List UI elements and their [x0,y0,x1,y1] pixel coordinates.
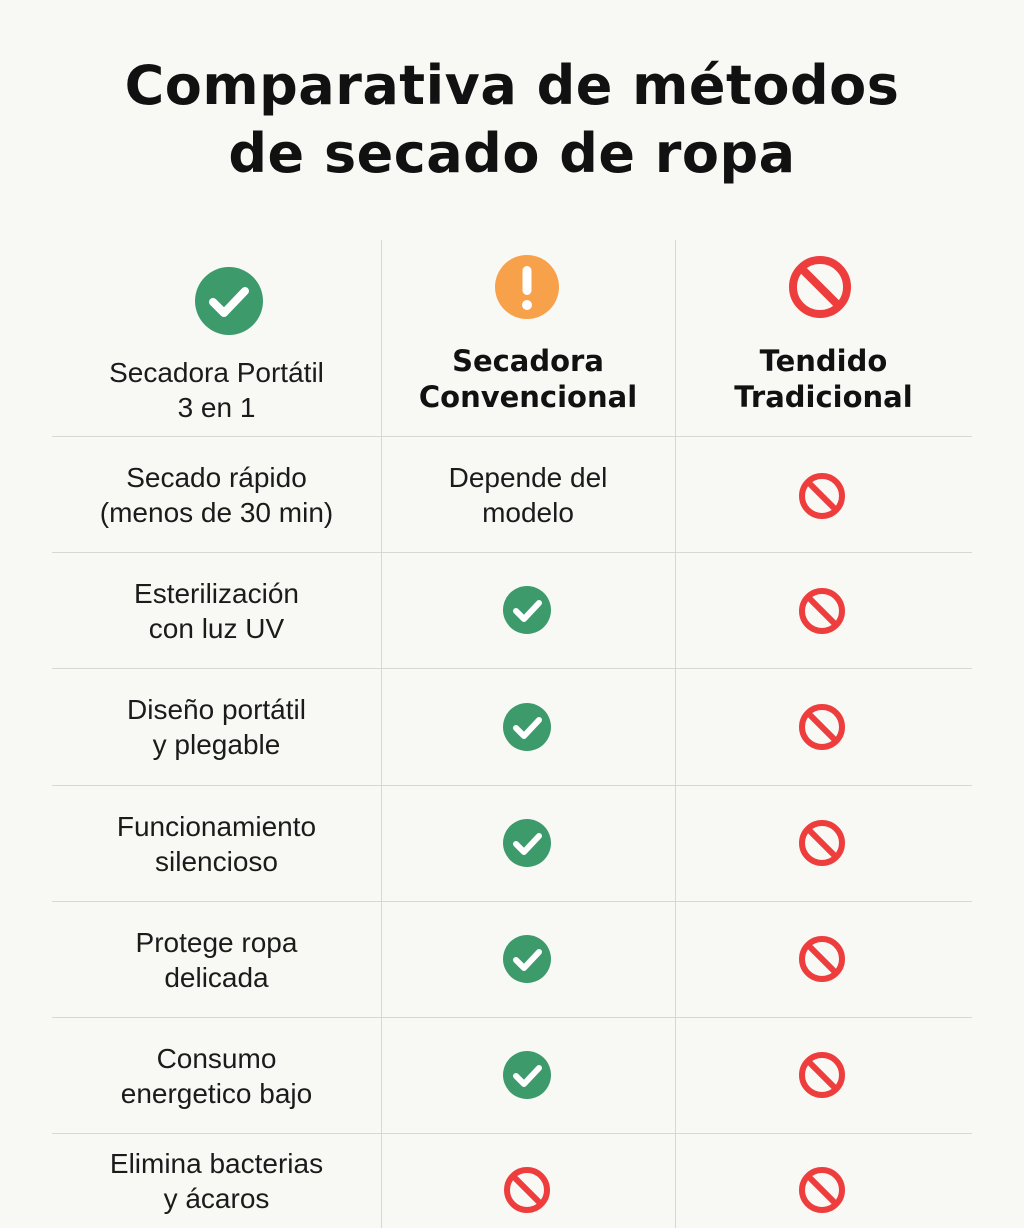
prohibited-icon [789,256,851,318]
feature-label: Diseño portátil y plegable [52,669,381,785]
prohibited-icon [504,1167,550,1213]
feature-label-line-2: y ácaros [163,1183,270,1214]
prohibited-icon [799,820,845,866]
feature-label: Elimina bacterias y ácaros [52,1134,381,1228]
page-title: Comparativa de métodos de secado de ropa [0,52,1024,188]
feature-label-line-1: Diseño portátil [127,694,306,725]
feature-label-line-1: Consumo [156,1042,277,1074]
feature-label-line-1: Protege ropa [135,926,298,958]
prohibited-icon [799,473,845,519]
feature-label-line-1: Esterilización [134,577,299,609]
prohibited-icon [799,588,845,634]
header-traditional-label: Tendido Tradicional [675,340,972,418]
title-line-1: Comparativa de métodos [124,54,900,117]
header-conventional [494,254,560,320]
feature-label-line-2: con luz UV [148,612,285,644]
column-title-line-1: Tendido [759,344,888,378]
feature-label: Consumo energetico bajo [52,1018,381,1133]
header-portable [194,266,264,336]
conventional-value [502,1165,552,1215]
feature-label-line-2: silencioso [155,845,278,877]
conventional-value [502,702,552,752]
column-title-line-2: 3 en 1 [177,392,256,423]
prohibited-icon [799,704,845,750]
prohibited-icon [799,1052,845,1098]
row-divider [52,436,972,437]
feature-label: Protege ropa delicada [52,902,381,1017]
title-line-2: de secado de ropa [228,122,796,185]
check-icon [503,935,551,983]
traditional-value [797,586,847,636]
row-divider [52,1133,972,1134]
conventional-value-text: Depende del modelo [381,437,675,552]
check-icon [503,703,551,751]
prohibited-icon [799,936,845,982]
feature-label-line-2: delicada [164,961,269,993]
feature-label-line-1: Elimina bacterias [109,1148,324,1179]
check-icon [503,819,551,867]
prohibited-icon [799,1167,845,1213]
conventional-value [502,934,552,984]
column-divider-1 [381,240,382,1228]
column-divider-2 [675,240,676,1228]
conventional-value [502,818,552,868]
check-icon [195,267,263,335]
conventional-value [502,1050,552,1100]
feature-label-line-2: energetico bajo [120,1077,313,1109]
traditional-value [797,818,847,868]
traditional-value [797,471,847,521]
row-divider [52,785,972,786]
feature-label: Esterilización con luz UV [52,553,381,668]
check-icon [503,1051,551,1099]
conventional-value [502,585,552,635]
traditional-value [797,702,847,752]
column-title-line-2: Convencional [418,380,638,414]
feature-label-line-1: Secado rápido [126,461,307,493]
column-title-line-2: Tradicional [734,380,913,414]
feature-label-line-2: y plegable [152,729,281,760]
header-traditional [787,254,853,320]
feature-label: Secado rápido (menos de 30 min) [52,437,381,552]
warning-icon [495,255,559,319]
feature-label-line-2: (menos de 30 min) [99,496,334,528]
row-divider [52,552,972,553]
header-portable-label: Secadora Portátil 3 en 1 [52,352,381,428]
row-divider [52,668,972,669]
value-line-1: Depende del [448,461,608,493]
column-title-line-1: Secadora Portátil [109,357,324,388]
column-title-line-1: Secadora [452,344,604,378]
row-divider [52,1017,972,1018]
row-divider [52,901,972,902]
traditional-value [797,934,847,984]
value-line-2: modelo [482,496,574,528]
feature-label-line-1: Funcionamiento [116,810,317,842]
traditional-value [797,1165,847,1215]
check-icon [503,586,551,634]
feature-label: Funcionamiento silencioso [52,786,381,901]
header-conventional-label: Secadora Convencional [381,340,675,418]
traditional-value [797,1050,847,1100]
